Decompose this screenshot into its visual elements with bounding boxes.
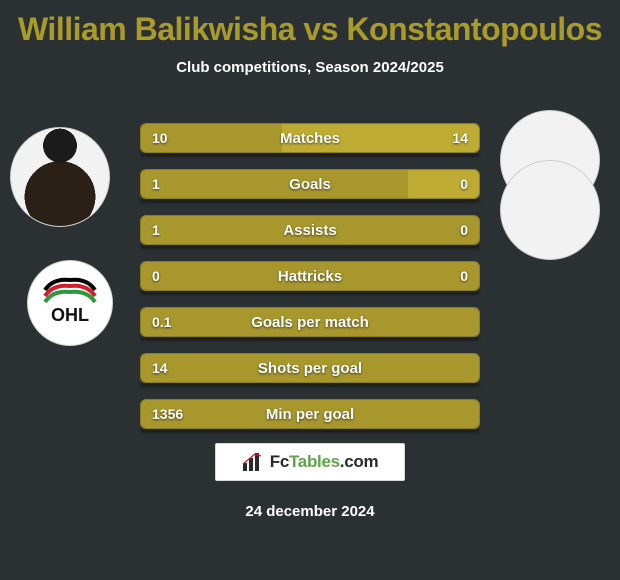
metric-value-left: 0 bbox=[152, 261, 160, 291]
svg-text:OHL: OHL bbox=[51, 305, 89, 325]
metric-row: Shots per goal14 bbox=[140, 353, 480, 383]
metric-label: Min per goal bbox=[140, 399, 480, 429]
subtitle: Club competitions, Season 2024/2025 bbox=[0, 59, 620, 76]
page-title: William Balikwisha vs Konstantopoulos bbox=[0, 0, 620, 47]
metric-label: Assists bbox=[140, 215, 480, 245]
player-right-avatar-2 bbox=[500, 160, 600, 260]
metric-row: Matches10 14 bbox=[140, 123, 480, 153]
metric-label: Shots per goal bbox=[140, 353, 480, 383]
metric-value-left: 10 bbox=[152, 123, 168, 153]
metric-row: Goals per match0.1 bbox=[140, 307, 480, 337]
metric-row: Hattricks0 0 bbox=[140, 261, 480, 291]
metric-value-right: 0 bbox=[460, 169, 468, 199]
metric-value-left: 1 bbox=[152, 169, 160, 199]
metric-row: Assists1 0 bbox=[140, 215, 480, 245]
metric-value-left: 1 bbox=[152, 215, 160, 245]
footer-date: 24 december 2024 bbox=[0, 503, 620, 520]
ohl-badge-icon: OHL bbox=[35, 268, 105, 338]
metrics-bars: Matches1014Goals10Assists10Hattricks00Go… bbox=[140, 123, 480, 445]
metric-label: Hattricks bbox=[140, 261, 480, 291]
metric-value-left: 14 bbox=[152, 353, 168, 383]
metric-label: Matches bbox=[140, 123, 480, 153]
metric-value-left: 0.1 bbox=[152, 307, 171, 337]
metric-value-left: 1356 bbox=[152, 399, 183, 429]
metric-label: Goals per match bbox=[140, 307, 480, 337]
metric-value-right: 0 bbox=[460, 215, 468, 245]
metric-value-right: 0 bbox=[460, 261, 468, 291]
brand-text: FcTables.com bbox=[270, 452, 379, 472]
comparison-infographic: William Balikwisha vs Konstantopoulos Cl… bbox=[0, 0, 620, 580]
brand-tables: Tables bbox=[289, 452, 340, 471]
metric-value-right: 14 bbox=[452, 123, 468, 153]
metric-label: Goals bbox=[140, 169, 480, 199]
bars-icon bbox=[242, 453, 264, 471]
metric-row: Min per goal1356 bbox=[140, 399, 480, 429]
metric-row: Goals1 0 bbox=[140, 169, 480, 199]
fctables-logo: FcTables.com bbox=[215, 443, 405, 481]
brand-fc: Fc bbox=[270, 452, 289, 471]
brand-com: .com bbox=[340, 452, 378, 471]
club-badge-left: OHL bbox=[27, 260, 113, 346]
player-left-avatar bbox=[10, 127, 110, 227]
